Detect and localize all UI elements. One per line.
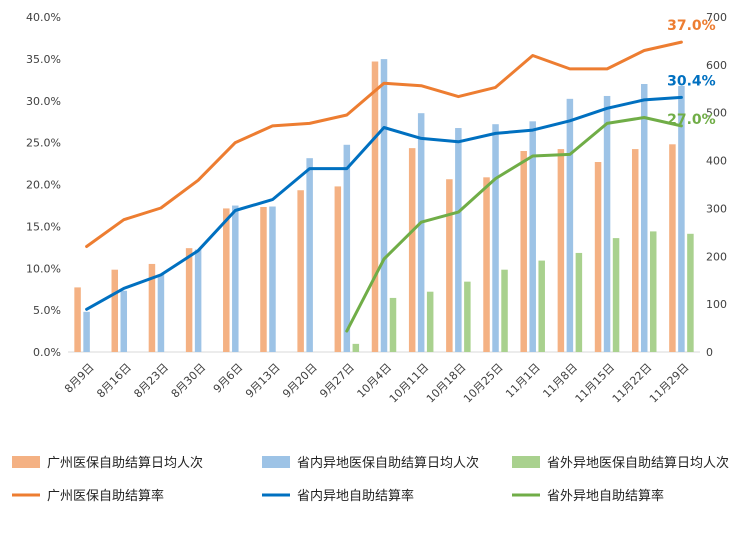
end-label-3: 27.0% [667, 112, 716, 128]
bar-2 [678, 85, 685, 353]
y-left-tick-label: 20.0% [26, 179, 61, 192]
y-right-tick-label: 0 [706, 346, 713, 359]
y-right-tick-label: 200 [706, 250, 727, 263]
legend-label: 省外异地医保自助结算日均人次 [547, 455, 729, 471]
y-right-tick-label: 600 [706, 59, 727, 72]
y-left-tick-label: 0.0% [33, 346, 61, 359]
line-series-group [85, 40, 683, 333]
bar-2 [120, 290, 128, 352]
bar-2 [343, 144, 351, 352]
bar-2 [492, 124, 499, 352]
x-tick-label: 9月27日 [317, 361, 357, 401]
line-series-3 [345, 116, 683, 333]
end-label-1: 37.0% [667, 18, 716, 34]
y-right-tick-label: 100 [706, 298, 727, 311]
x-tick-label: 8月16日 [94, 361, 134, 401]
bar-1 [260, 206, 267, 352]
x-tick-label: 8月30日 [169, 361, 209, 401]
bar-1 [594, 162, 602, 352]
bar-3 [501, 269, 508, 352]
bar-3 [575, 252, 583, 352]
legend-label: 省内异地自助结算率 [297, 488, 414, 504]
bar-2 [232, 205, 239, 352]
bar-2 [83, 311, 90, 352]
bar-2 [269, 206, 276, 352]
x-tick-label: 10月11日 [387, 361, 432, 406]
bar-1 [520, 151, 527, 352]
legend-label: 省外异地自助结算率 [547, 488, 664, 504]
bar-1 [148, 263, 156, 352]
legend: 广州医保自助结算日均人次 省内异地医保自助结算日均人次 省外异地医保自助结算日均人次… [12, 455, 729, 504]
bar-2 [603, 95, 611, 352]
bar-2 [194, 249, 202, 352]
legend-swatch [512, 456, 540, 468]
y-left-tick-label: 5.0% [33, 304, 61, 317]
bar-2 [566, 98, 574, 352]
x-tick-label: 9月13日 [243, 361, 283, 401]
bar-1 [446, 179, 453, 352]
bar-1 [334, 186, 342, 352]
line-series-1 [85, 40, 683, 248]
bar-1 [297, 190, 304, 352]
y-left-tick-label: 10.0% [26, 262, 61, 275]
x-tick-label: 9月6日 [211, 361, 246, 396]
x-tick-label: 10月25日 [461, 361, 506, 406]
x-tick-label: 11月29日 [647, 361, 692, 406]
bar-1 [669, 144, 676, 352]
x-tick-label: 11月22日 [610, 361, 655, 406]
y-left-tick-label: 25.0% [26, 137, 61, 150]
bar-2 [455, 128, 462, 352]
bar-1 [371, 61, 379, 352]
bar-3 [649, 231, 657, 352]
legend-label: 广州医保自助结算日均人次 [47, 455, 203, 471]
y-right-tick-label: 500 [706, 107, 727, 120]
end-labels-group: 37.0% 30.4% 27.0% [667, 18, 716, 128]
x-tick-label: 11月15日 [573, 361, 618, 406]
axes: 0.0% 5.0% 10.0% 15.0% 20.0% 25.0% 30.0% 35.0% 40… [26, 11, 727, 359]
x-tick-label: 8月23日 [131, 361, 171, 401]
bar-1 [223, 208, 230, 352]
line-series-2 [85, 95, 683, 311]
bar-3 [612, 238, 620, 352]
y-left-tick-label: 35.0% [26, 53, 61, 66]
x-tick-label: 8月9日 [62, 361, 97, 396]
y-right-tick-label: 300 [706, 202, 727, 215]
end-label-2: 30.4% [667, 73, 716, 89]
bar-3 [352, 343, 360, 352]
bar-1 [631, 149, 639, 352]
bar-1 [408, 148, 416, 352]
bar-3 [687, 233, 694, 352]
bar-3 [426, 291, 434, 352]
bar-1 [557, 149, 565, 352]
bar-2 [640, 84, 648, 352]
bar-2 [157, 274, 165, 352]
bar-3 [464, 281, 471, 352]
bar-1 [111, 269, 119, 352]
y-right-tick-label: 400 [706, 155, 727, 168]
legend-swatch [262, 456, 290, 468]
bar-1 [483, 177, 490, 352]
y-right-tick-label: 700 [706, 11, 727, 24]
x-tick-label: 10月18日 [424, 361, 469, 406]
bar-2 [417, 113, 425, 352]
x-tick-label: 9月20日 [280, 361, 320, 401]
legend-swatch [12, 456, 40, 468]
y-left-tick-label: 30.0% [26, 95, 61, 108]
bar-3 [538, 260, 545, 352]
legend-label: 广州医保自助结算率 [47, 488, 164, 504]
bar-2 [380, 59, 388, 352]
legend-label: 省内异地医保自助结算日均人次 [297, 455, 479, 471]
y-left-tick-label: 15.0% [26, 220, 61, 233]
bar-3 [389, 297, 397, 352]
x-tick-label: 11月1日 [503, 361, 543, 401]
bar-2 [306, 158, 313, 352]
bar-series-group [74, 59, 694, 353]
bar-1 [74, 287, 81, 352]
bar-1 [185, 248, 193, 352]
bar-2 [529, 121, 536, 352]
y-left-tick-label: 40.0% [26, 11, 61, 24]
